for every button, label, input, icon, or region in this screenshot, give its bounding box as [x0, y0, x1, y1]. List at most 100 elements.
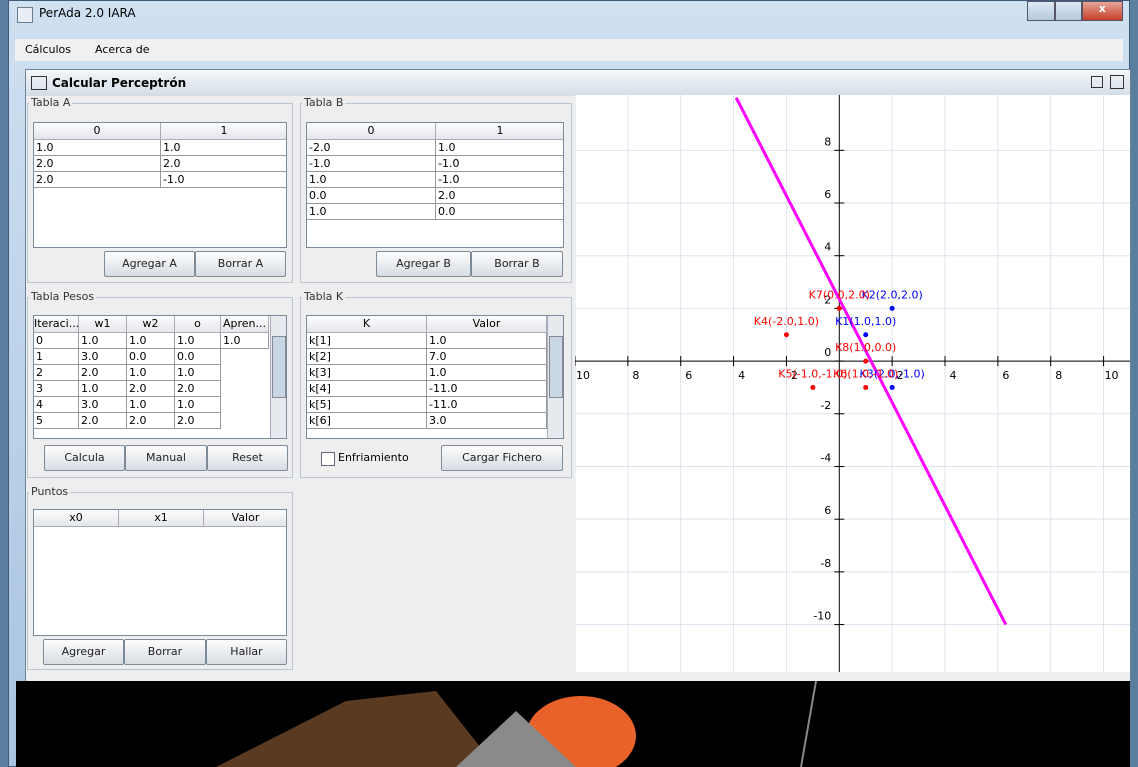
table-cell[interactable]: k[4] — [307, 381, 427, 397]
table-cell[interactable]: 2.0 — [34, 156, 161, 172]
table-cell[interactable]: 1.0 — [436, 140, 563, 156]
table-cell[interactable]: 1.0 — [79, 381, 127, 397]
table-cell[interactable]: 1.0 — [79, 333, 127, 349]
panel-title: Tabla Pesos — [29, 290, 97, 303]
menu-bar: Cálculos Acerca de — [15, 39, 1123, 61]
table-cell[interactable]: 2.0 — [161, 156, 286, 172]
button[interactable]: Calcula — [44, 445, 125, 471]
frame-titlebar: Calcular Perceptrón — [26, 70, 1130, 96]
table-cell[interactable]: 1.0 — [221, 333, 269, 349]
scroll-thumb[interactable] — [549, 336, 563, 398]
button[interactable]: Borrar A — [195, 251, 286, 277]
button[interactable]: Agregar A — [104, 251, 195, 277]
table-cell[interactable]: 1.0 — [427, 365, 547, 381]
data-point — [836, 305, 842, 311]
button[interactable]: Reset — [207, 445, 288, 471]
minimize[interactable] — [1027, 1, 1056, 21]
y-tick-label: -8 — [820, 557, 831, 570]
table-cell[interactable]: 0.0 — [127, 349, 175, 365]
table-cell[interactable]: -2.0 — [307, 140, 436, 156]
maximize[interactable] — [1055, 1, 1082, 21]
x-tick-label: 6 — [685, 369, 692, 382]
table-cell[interactable]: 1.0 — [175, 397, 221, 413]
table-cell[interactable]: 1.0 — [161, 140, 286, 156]
column-header: 1 — [436, 123, 563, 140]
data-point — [863, 358, 869, 364]
close[interactable]: x — [1081, 1, 1123, 21]
menu-item[interactable]: Acerca de — [95, 43, 150, 56]
table-cell[interactable]: -1.0 — [436, 172, 563, 188]
table-cell[interactable]: 3.0 — [79, 349, 127, 365]
app-icon — [17, 7, 33, 23]
table-cell[interactable]: 1.0 — [175, 365, 221, 381]
table-cell[interactable]: 2.0 — [127, 381, 175, 397]
table-cell[interactable]: -1.0 — [161, 172, 286, 188]
table-cell[interactable]: 0 — [34, 333, 79, 349]
table-cell[interactable]: 2.0 — [436, 188, 563, 204]
table-cell[interactable]: 1.0 — [175, 333, 221, 349]
button[interactable]: Cargar Fichero — [441, 445, 563, 471]
table-cell[interactable]: 2.0 — [175, 381, 221, 397]
table-cell[interactable]: 1.0 — [307, 172, 436, 188]
button[interactable]: Agregar B — [376, 251, 471, 277]
checkbox[interactable] — [321, 452, 335, 466]
table-cell[interactable]: -11.0 — [427, 381, 547, 397]
point-label: K4(-2.0,1.0) — [754, 315, 819, 328]
table-cell[interactable]: 3.0 — [427, 413, 547, 429]
table-cell[interactable]: 2.0 — [79, 365, 127, 381]
panel-title: Tabla B — [302, 96, 346, 109]
table-cell[interactable]: 2.0 — [79, 413, 127, 429]
decision-line — [734, 96, 1008, 626]
table-cell[interactable]: 0.0 — [175, 349, 221, 365]
table-cell[interactable]: -1.0 — [436, 156, 563, 172]
panel-title: Tabla A — [29, 96, 73, 109]
data-point — [889, 384, 895, 390]
button[interactable]: Borrar — [124, 639, 206, 665]
table-cell[interactable]: k[5] — [307, 397, 427, 413]
table-cell[interactable]: 0.0 — [436, 204, 563, 220]
table-cell[interactable]: 1.0 — [34, 140, 161, 156]
x-tick-label: 8 — [1055, 369, 1062, 382]
table-cell[interactable]: 2.0 — [175, 413, 221, 429]
table-cell[interactable]: 5 — [34, 413, 79, 429]
button[interactable]: Borrar B — [471, 251, 563, 277]
frame-icon — [31, 76, 47, 90]
table-cell[interactable]: 1 — [34, 349, 79, 365]
table-cell[interactable]: 3 — [34, 381, 79, 397]
table-cell[interactable]: 2.0 — [127, 413, 175, 429]
table-cell[interactable]: 1.0 — [127, 397, 175, 413]
column-header: w1 — [79, 316, 127, 333]
table-cell[interactable]: 1.0 — [127, 333, 175, 349]
point-label: K1(1.0,1.0) — [835, 315, 896, 328]
x-tick-label: 10 — [576, 369, 590, 382]
button[interactable]: Agregar — [43, 639, 124, 665]
table-cell[interactable]: 2.0 — [34, 172, 161, 188]
table-cell[interactable]: 4 — [34, 397, 79, 413]
table-cell[interactable]: 3.0 — [79, 397, 127, 413]
y-tick-label: 8 — [824, 135, 831, 148]
y-tick-label: 4 — [824, 241, 831, 254]
table-cell[interactable]: k[3] — [307, 365, 427, 381]
table-cell[interactable]: 1.0 — [427, 333, 547, 349]
table-cell[interactable]: -11.0 — [427, 397, 547, 413]
y-tick-label: -2 — [820, 399, 831, 412]
scroll-thumb[interactable] — [272, 336, 286, 398]
table-cell[interactable]: 0.0 — [307, 188, 436, 204]
table-cell[interactable]: 2 — [34, 365, 79, 381]
table-cell[interactable]: k[2] — [307, 349, 427, 365]
button[interactable]: Hallar — [206, 639, 287, 665]
window-controls: x — [1027, 1, 1123, 21]
button[interactable]: Manual — [125, 445, 207, 471]
table-cell[interactable]: k[6] — [307, 413, 427, 429]
menu-item[interactable]: Cálculos — [25, 43, 72, 56]
frame-restore[interactable] — [1091, 76, 1103, 88]
table-cell[interactable]: 7.0 — [427, 349, 547, 365]
table-cell[interactable]: k[1] — [307, 333, 427, 349]
table-cell[interactable]: 1.0 — [307, 204, 436, 220]
table-cell[interactable]: -1.0 — [307, 156, 436, 172]
table-cell[interactable]: 1.0 — [127, 365, 175, 381]
frame-close[interactable] — [1110, 75, 1124, 89]
data-point — [783, 332, 789, 338]
column-header: x1 — [119, 510, 204, 527]
checkbox-label: Enfriamiento — [338, 451, 409, 464]
